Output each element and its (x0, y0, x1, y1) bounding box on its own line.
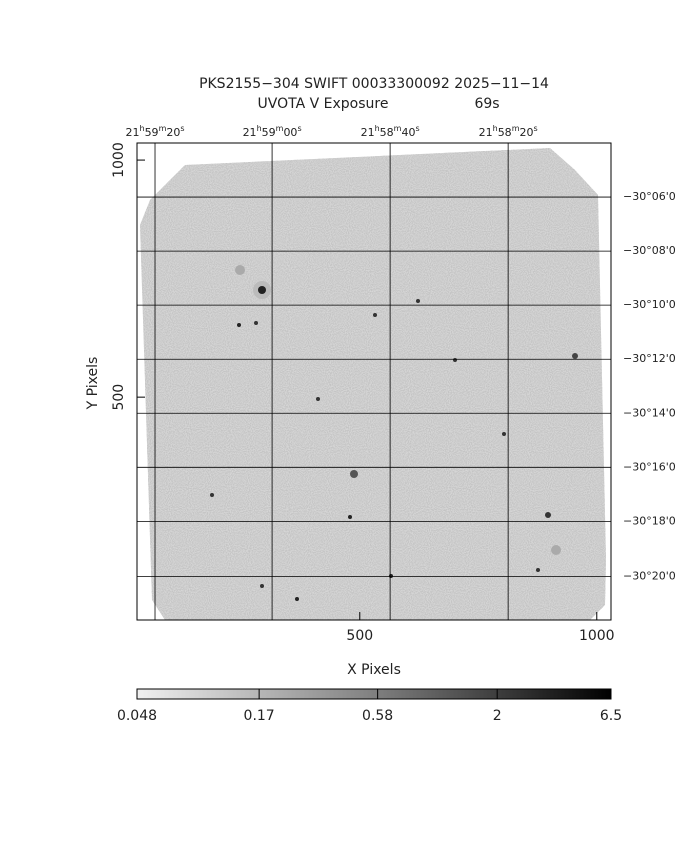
source (254, 321, 258, 325)
ra-label-part: 58 (498, 126, 512, 139)
source (295, 597, 299, 601)
ra-tick-label: 21h59m00s (243, 124, 302, 139)
ra-label-part: 21 (361, 126, 375, 139)
source (453, 358, 457, 362)
y-tick-label: 500 (111, 384, 127, 411)
x-tick-label: 500 (346, 628, 373, 644)
source (237, 323, 241, 327)
source (502, 432, 506, 436)
ra-label-part: s (415, 124, 419, 133)
ra-label-part: 58 (380, 126, 394, 139)
dec-tick-label: −30°20'0 (623, 569, 676, 582)
y-tick-label: 1000 (111, 142, 127, 178)
source (258, 286, 266, 294)
colorbar (136, 688, 612, 700)
ra-label-part: m (159, 124, 167, 133)
source (572, 353, 578, 359)
x-tick-label: 1000 (579, 628, 615, 644)
ra-label-part: 59 (145, 126, 159, 139)
ra-label-part: 21 (125, 126, 139, 139)
source (536, 568, 540, 572)
dec-tick-label: −30°16'0 (623, 460, 676, 473)
ra-label-part: s (297, 124, 301, 133)
source (260, 584, 264, 588)
dec-tick-label: −30°18'0 (623, 514, 676, 527)
ra-tick-label: 21h58m40s (361, 124, 420, 139)
ra-label-part: 00 (283, 126, 297, 139)
colorbar-tick-label: 6.5 (600, 708, 622, 724)
ra-label-part: m (276, 124, 284, 133)
y-axis-label: Y Pixels (85, 357, 101, 411)
ra-label-part: 59 (262, 126, 276, 139)
plot-frame (136, 142, 612, 621)
ra-label-part: s (180, 124, 184, 133)
image-field (140, 148, 606, 620)
chart-subtitle: UVOTA V Exposure (258, 96, 389, 112)
source (348, 515, 352, 519)
ra-label-part: s (533, 124, 537, 133)
exposure-field (140, 148, 606, 620)
chart-title: PKS2155−304 SWIFT 00033300092 2025−11−14 (199, 76, 549, 92)
source (545, 512, 551, 518)
source (416, 299, 420, 303)
ra-tick-label: 21h58m20s (479, 124, 538, 139)
x-axis-label: X Pixels (347, 662, 401, 678)
ra-label-part: 20 (519, 126, 533, 139)
dec-tick-label: −30°12'0 (623, 352, 676, 365)
ra-label-part: 21 (479, 126, 493, 139)
dec-tick-label: −30°10'0 (623, 298, 676, 311)
exposure: 69s (474, 96, 499, 112)
ra-label-part: m (394, 124, 402, 133)
ra-label-part: 20 (166, 126, 180, 139)
dec-tick-label: −30°08'0 (623, 244, 676, 257)
dec-tick-label: −30°06'0 (623, 190, 676, 203)
ra-label-part: h (375, 124, 380, 133)
source (551, 545, 561, 555)
ra-label-part: m (512, 124, 520, 133)
ra-label-part: 21 (243, 126, 257, 139)
source (235, 265, 245, 275)
colorbar-tick-label: 0.048 (117, 708, 157, 724)
ra-label-part: h (139, 124, 144, 133)
ra-label-part: 40 (401, 126, 415, 139)
source (316, 397, 320, 401)
colorbar-tick-label: 0.17 (244, 708, 275, 724)
source (350, 470, 358, 478)
source (373, 313, 377, 317)
source (210, 493, 214, 497)
ra-label-part: h (257, 124, 262, 133)
colorbar-tick-label: 2 (493, 708, 502, 724)
dec-tick-label: −30°14'0 (623, 406, 676, 419)
ra-label-part: h (493, 124, 498, 133)
ra-tick-label: 21h59m20s (125, 124, 184, 139)
colorbar-tick-label: 0.58 (362, 708, 393, 724)
